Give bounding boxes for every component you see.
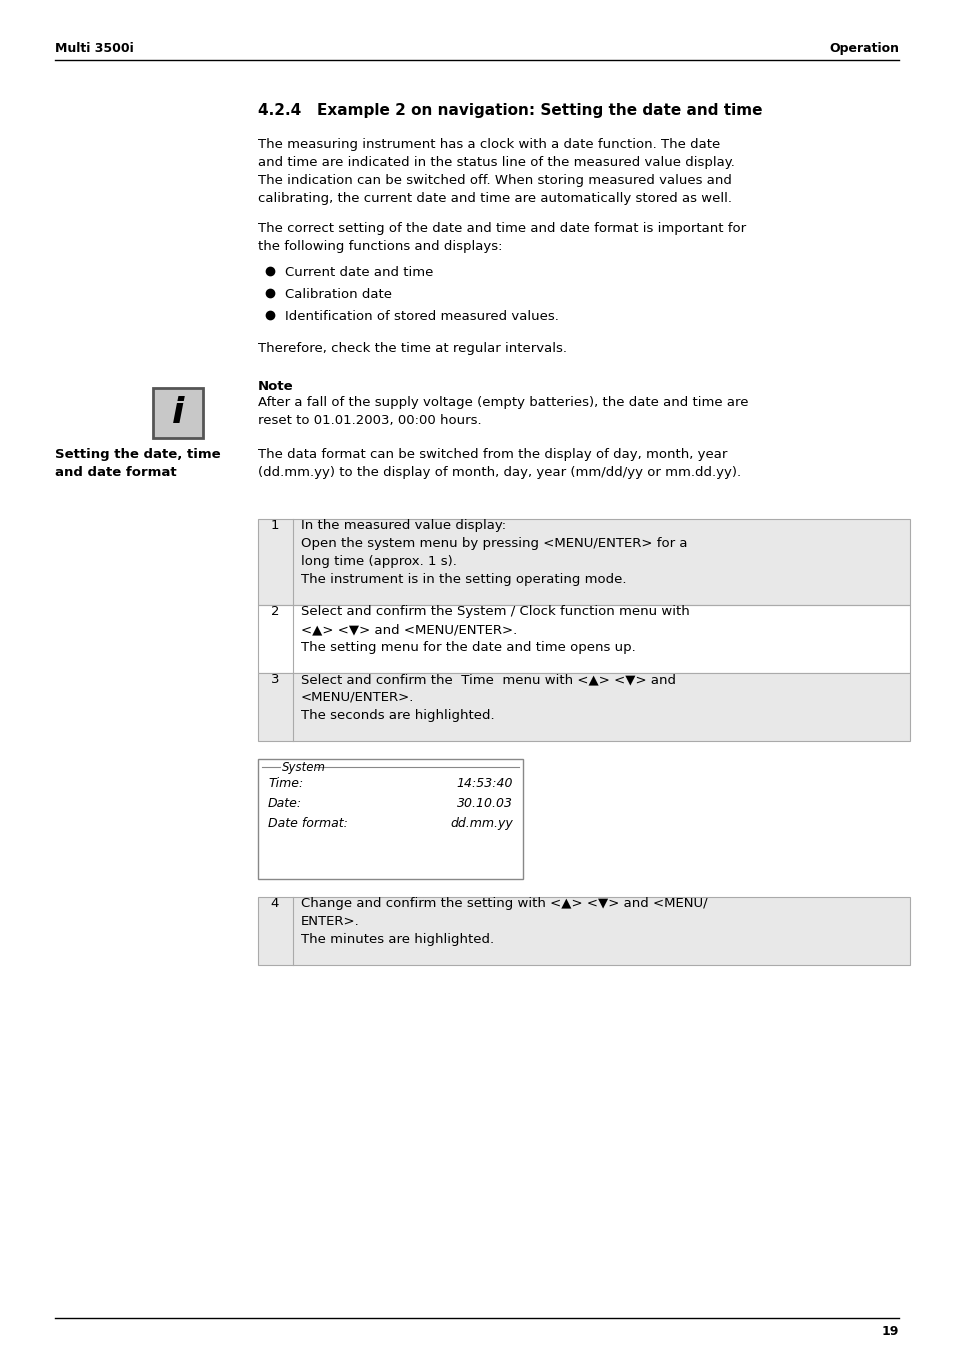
Text: 4: 4 — [271, 897, 279, 911]
Text: The data format can be switched from the display of day, month, year: The data format can be switched from the… — [257, 449, 726, 461]
Text: 30.10.03: 30.10.03 — [456, 797, 513, 811]
Text: The indication can be switched off. When storing measured values and: The indication can be switched off. When… — [257, 174, 731, 186]
Text: The correct setting of the date and time and date format is important for: The correct setting of the date and time… — [257, 222, 745, 235]
Bar — [257, 897, 909, 965]
Text: Current date and time: Current date and time — [285, 266, 433, 280]
Text: Open the system menu by pressing <MENU/ENTER> for a: Open the system menu by pressing <MENU/E… — [301, 536, 687, 550]
Bar — [257, 519, 909, 605]
Text: Date:: Date: — [268, 797, 302, 811]
Text: 3: 3 — [271, 673, 279, 686]
Text: reset to 01.01.2003, 00:00 hours.: reset to 01.01.2003, 00:00 hours. — [257, 413, 481, 427]
Text: <MENU/ENTER>.: <MENU/ENTER>. — [301, 690, 414, 704]
Text: 4.2.4   Example 2 on navigation: Setting the date and time: 4.2.4 Example 2 on navigation: Setting t… — [257, 103, 761, 118]
Text: Multi 3500i: Multi 3500i — [55, 42, 133, 55]
Text: The setting menu for the date and time opens up.: The setting menu for the date and time o… — [301, 640, 635, 654]
Text: Therefore, check the time at regular intervals.: Therefore, check the time at regular int… — [257, 342, 566, 355]
Text: <▲> <▼> and <MENU/ENTER>.: <▲> <▼> and <MENU/ENTER>. — [301, 623, 517, 636]
Bar — [257, 673, 909, 740]
Text: long time (approx. 1 s).: long time (approx. 1 s). — [301, 555, 456, 567]
Text: 1: 1 — [271, 519, 279, 532]
Text: Note: Note — [257, 380, 294, 393]
Text: In the measured value display:: In the measured value display: — [301, 519, 506, 532]
Text: Operation: Operation — [828, 42, 898, 55]
Text: 19: 19 — [881, 1325, 898, 1337]
Bar — [257, 605, 909, 673]
Bar — [257, 519, 909, 605]
Text: The measuring instrument has a clock with a date function. The date: The measuring instrument has a clock wit… — [257, 138, 720, 151]
Text: Date format:: Date format: — [268, 817, 348, 830]
Text: The seconds are highlighted.: The seconds are highlighted. — [301, 709, 494, 721]
Text: calibrating, the current date and time are automatically stored as well.: calibrating, the current date and time a… — [257, 192, 731, 205]
Text: 2: 2 — [271, 605, 279, 617]
Text: Time:: Time: — [268, 777, 303, 790]
Text: dd.mm.yy: dd.mm.yy — [450, 817, 513, 830]
Text: i: i — [172, 396, 184, 430]
Bar — [257, 897, 909, 965]
Bar — [257, 759, 522, 880]
Text: and time are indicated in the status line of the measured value display.: and time are indicated in the status lin… — [257, 155, 734, 169]
Text: and date format: and date format — [55, 466, 176, 480]
Text: Setting the date, time: Setting the date, time — [55, 449, 220, 461]
Bar — [152, 388, 203, 438]
Text: Identification of stored measured values.: Identification of stored measured values… — [285, 309, 558, 323]
Text: (dd.mm.yy) to the display of month, day, year (mm/dd/yy or mm.dd.yy).: (dd.mm.yy) to the display of month, day,… — [257, 466, 740, 480]
Text: After a fall of the supply voltage (empty batteries), the date and time are: After a fall of the supply voltage (empt… — [257, 396, 748, 409]
Text: Calibration date: Calibration date — [285, 288, 392, 301]
Text: the following functions and displays:: the following functions and displays: — [257, 240, 502, 253]
Text: 14:53:40: 14:53:40 — [456, 777, 513, 790]
Text: Change and confirm the setting with <▲> <▼> and <MENU/: Change and confirm the setting with <▲> … — [301, 897, 707, 911]
Text: System: System — [282, 761, 326, 774]
Text: Select and confirm the System / Clock function menu with: Select and confirm the System / Clock fu… — [301, 605, 689, 617]
Bar — [257, 673, 909, 740]
Text: ENTER>.: ENTER>. — [301, 915, 359, 928]
Text: The minutes are highlighted.: The minutes are highlighted. — [301, 934, 494, 946]
Text: The instrument is in the setting operating mode.: The instrument is in the setting operati… — [301, 573, 626, 586]
Text: Select and confirm the  Time  menu with <▲> <▼> and: Select and confirm the Time menu with <▲… — [301, 673, 676, 686]
